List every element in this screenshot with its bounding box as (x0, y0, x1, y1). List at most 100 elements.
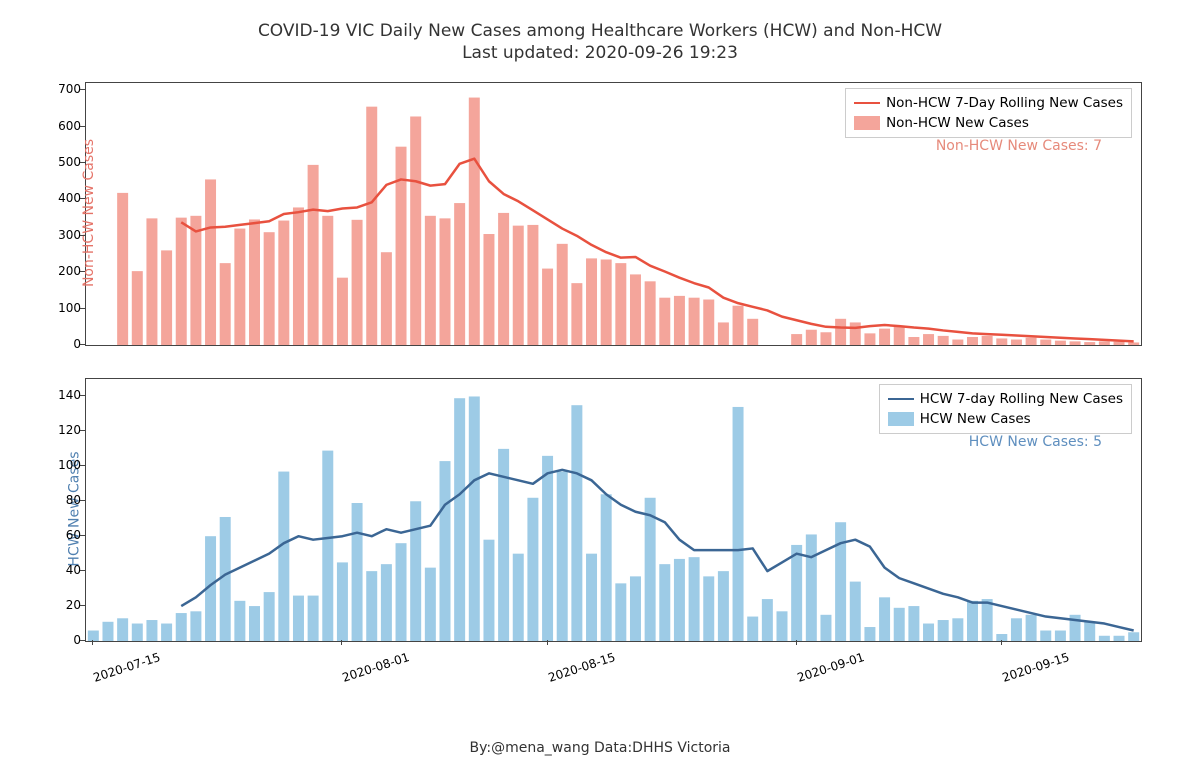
bar (249, 219, 260, 345)
y-tick-mark (80, 535, 85, 536)
x-tick-label: 2020-09-15 (1000, 650, 1071, 685)
y-tick-mark (80, 465, 85, 466)
bar (454, 203, 465, 345)
bar (440, 218, 451, 345)
bar (703, 300, 714, 345)
legend-bar-swatch (854, 116, 880, 130)
bar (1114, 342, 1125, 345)
bar (293, 596, 304, 641)
bar (894, 608, 905, 641)
y-tick-label: 0 (49, 633, 81, 647)
bar (425, 216, 436, 345)
bar (337, 278, 348, 345)
bar (952, 618, 963, 641)
bar (1055, 341, 1066, 345)
y-tick-mark (80, 344, 85, 345)
bar (483, 234, 494, 345)
legend-bar-swatch (888, 412, 914, 426)
bar (469, 98, 480, 345)
bar (571, 405, 582, 641)
bar (381, 564, 392, 641)
bar (293, 207, 304, 345)
legend-line-label: Non-HCW 7-Day Rolling New Cases (886, 95, 1123, 111)
bar (557, 244, 568, 345)
bar (527, 498, 538, 641)
bar (396, 147, 407, 345)
bar (864, 333, 875, 345)
bar (923, 624, 934, 641)
bar (674, 559, 685, 641)
bar (146, 218, 157, 345)
legend-bar-label: Non-HCW New Cases (886, 115, 1029, 131)
top-annotation: Non-HCW New Cases: 7 (936, 138, 1102, 154)
bar (132, 624, 143, 641)
bar (1026, 615, 1037, 641)
bar (806, 534, 817, 641)
bar (278, 221, 289, 345)
x-tick-mark (341, 640, 342, 645)
bar (322, 216, 333, 345)
bar (777, 611, 788, 641)
chart-title-line1: COVID-19 VIC Daily New Cases among Healt… (0, 20, 1200, 42)
bar (689, 298, 700, 345)
bar (674, 296, 685, 345)
bar (1070, 341, 1081, 345)
bar (483, 540, 494, 641)
bar (352, 503, 363, 641)
bar (1084, 622, 1095, 641)
y-tick-label: 400 (49, 191, 81, 205)
y-tick-label: 100 (49, 458, 81, 472)
bar (469, 396, 480, 641)
y-tick-mark (80, 640, 85, 641)
y-tick-label: 60 (49, 528, 81, 542)
bar (278, 472, 289, 641)
bar (396, 543, 407, 641)
y-tick-label: 700 (49, 82, 81, 96)
bar (601, 494, 612, 641)
chart-title-line2: Last updated: 2020-09-26 19:23 (0, 42, 1200, 64)
bar (820, 332, 831, 345)
bar (1040, 631, 1051, 641)
bar (1055, 631, 1066, 641)
bottom-annotation: HCW New Cases: 5 (969, 434, 1102, 450)
bar (645, 281, 656, 345)
y-tick-mark (80, 308, 85, 309)
y-tick-label: 200 (49, 264, 81, 278)
x-tick-label: 2020-09-01 (795, 650, 866, 685)
bar (601, 259, 612, 345)
bar (264, 232, 275, 345)
y-tick-label: 500 (49, 155, 81, 169)
bar (733, 407, 744, 641)
bar (513, 554, 524, 641)
bar (996, 338, 1007, 345)
y-tick-label: 100 (49, 301, 81, 315)
bar (410, 501, 421, 641)
x-tick-mark (547, 640, 548, 645)
bar (659, 298, 670, 345)
bar (850, 582, 861, 641)
bar (102, 622, 113, 641)
bar (938, 620, 949, 641)
bar (425, 568, 436, 641)
y-tick-mark (80, 89, 85, 90)
bar (410, 116, 421, 345)
bar (234, 601, 245, 641)
bar (747, 319, 758, 345)
bar (982, 336, 993, 345)
bar (117, 618, 128, 641)
y-tick-label: 20 (49, 598, 81, 612)
bar (1128, 342, 1139, 345)
bar (234, 229, 245, 345)
bar (820, 615, 831, 641)
bar (952, 340, 963, 345)
y-tick-mark (80, 162, 85, 163)
bar (176, 613, 187, 641)
y-tick-mark (80, 605, 85, 606)
bar (527, 225, 538, 345)
bar (850, 322, 861, 345)
bar (879, 329, 890, 345)
bar (1011, 618, 1022, 641)
bar (366, 107, 377, 345)
bar (615, 583, 626, 641)
bar (835, 319, 846, 345)
